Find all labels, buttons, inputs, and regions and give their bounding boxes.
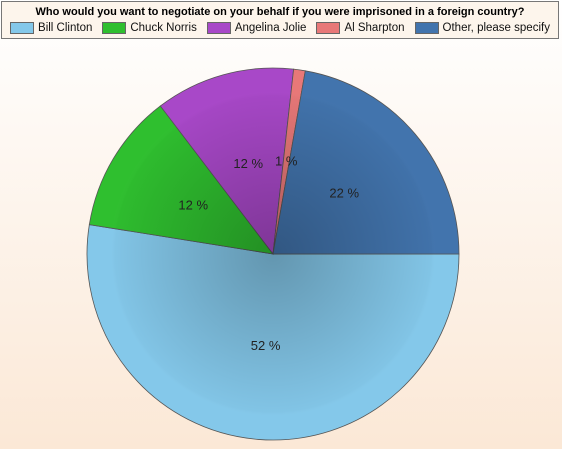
- legend-item: Bill Clinton: [10, 22, 92, 34]
- legend-label: Chuck Norris: [130, 22, 197, 34]
- data-label: 52 %: [251, 338, 281, 353]
- chart-title: Who would you want to negotiate on your …: [35, 6, 525, 18]
- legend: Bill Clinton Chuck Norris Angelina Jolie Al…: [2, 22, 558, 34]
- legend-swatch: [102, 22, 127, 34]
- legend-item: Chuck Norris: [102, 22, 197, 34]
- legend-swatch: [10, 22, 35, 34]
- legend-item: Other, please specify: [414, 22, 550, 34]
- chart-header: Who would you want to negotiate on your …: [1, 1, 559, 39]
- data-label: 12 %: [233, 156, 263, 171]
- legend-label: Angelina Jolie: [234, 22, 307, 34]
- legend-item: Al Sharpton: [316, 22, 405, 34]
- pie-slice: [86, 224, 460, 441]
- legend-label: Al Sharpton: [344, 22, 405, 34]
- data-label: 12 %: [178, 198, 208, 213]
- legend-item: Angelina Jolie: [206, 22, 307, 34]
- legend-swatch: [316, 22, 341, 34]
- pie-slice: [272, 70, 460, 255]
- legend-swatch: [414, 22, 439, 34]
- legend-swatch: [206, 22, 231, 34]
- legend-label: Other, please specify: [442, 22, 550, 34]
- data-label: 1 %: [275, 153, 298, 168]
- legend-label: Bill Clinton: [38, 22, 93, 34]
- data-label: 22 %: [329, 186, 359, 201]
